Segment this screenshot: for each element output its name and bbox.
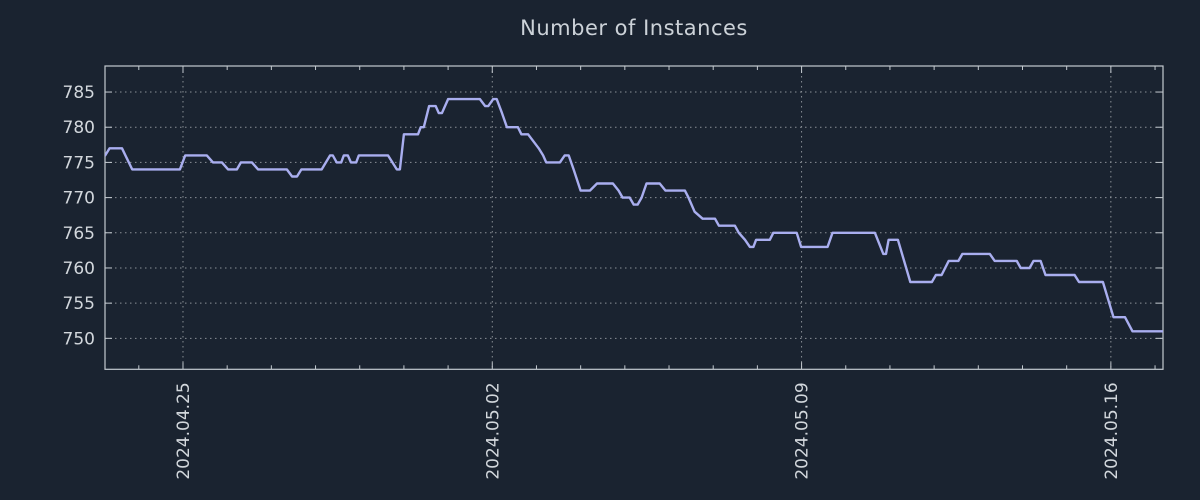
y-tick-label: 780 bbox=[63, 118, 95, 138]
x-tick-label: 2024.05.02 bbox=[483, 382, 503, 479]
y-tick-label: 750 bbox=[63, 329, 95, 349]
y-tick-label: 755 bbox=[63, 294, 95, 314]
y-tick-label: 765 bbox=[63, 224, 95, 244]
y-tick-label: 775 bbox=[63, 153, 95, 173]
y-tick-label: 760 bbox=[63, 259, 95, 279]
y-tick-label: 785 bbox=[63, 83, 95, 103]
x-tick-label: 2024.05.16 bbox=[1102, 382, 1122, 479]
y-tick-label: 770 bbox=[63, 189, 95, 209]
plot-border bbox=[104, 65, 1164, 370]
x-tick-label: 2024.05.09 bbox=[793, 382, 813, 479]
chart-title: Number of Instances bbox=[520, 16, 748, 40]
x-tick-label: 2024.04.25 bbox=[174, 382, 194, 479]
series-line-instances bbox=[105, 97, 1163, 333]
